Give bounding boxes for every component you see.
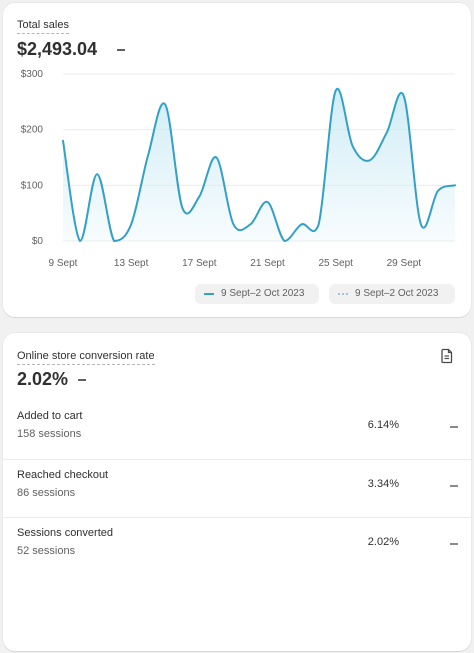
data-point[interactable] [316,221,322,227]
data-point[interactable] [60,138,66,144]
data-point[interactable] [145,152,151,158]
row-percent: 3.34% [367,478,399,490]
total-sales-label[interactable]: Total sales [17,19,69,34]
legend-label-comparison: 9 Sept–2 Oct 2023 [355,288,439,299]
data-point[interactable] [367,157,373,163]
data-point[interactable] [299,221,305,227]
data-point[interactable] [94,171,100,177]
data-point[interactable] [77,238,83,244]
row-title: Reached checkout [17,469,109,481]
data-point[interactable] [282,238,288,244]
x-tick-label: 9 Sept [49,258,78,269]
y-tick-label: $200 [21,125,44,136]
sales-line-chart: $0 $100 $200 $300 9 Sept 13 Sept 17 Sept 21 Se… [21,69,458,269]
data-point[interactable] [179,205,185,211]
y-tick-label: $300 [21,69,44,80]
data-point[interactable] [213,155,219,161]
conversion-rate-label[interactable]: Online store conversion rate [17,350,155,365]
x-tick-label: 17 Sept [182,258,217,269]
series-area [63,88,455,242]
legend-item-current[interactable]: 9 Sept–2 Oct 2023 [195,284,319,304]
x-tick-label: 21 Sept [250,258,285,269]
row-sessions: 158 sessions [17,428,82,440]
x-tick-label: 29 Sept [387,258,422,269]
data-point[interactable] [418,221,424,227]
dash-icon [450,543,458,545]
data-point[interactable] [384,129,390,135]
data-point[interactable] [196,193,202,199]
row-sessions: 86 sessions [17,487,76,499]
row-percent: 2.02% [367,536,399,548]
data-point[interactable] [230,221,236,227]
x-tick-label: 25 Sept [318,258,353,269]
file-icon[interactable] [440,348,454,364]
data-point[interactable] [247,221,253,227]
legend-line-solid-icon [204,293,214,295]
dash-icon [117,49,125,51]
conversion-rate-card: Online store conversion rate 2.02% Added… [3,333,471,651]
total-sales-value: $2,493.04 [17,39,98,59]
legend-item-comparison[interactable]: 9 Sept–2 Oct 2023 [329,284,455,304]
row-sessions: 52 sessions [17,545,76,557]
data-point[interactable] [128,221,134,227]
series-line[interactable] [62,87,456,242]
legend-label-current: 9 Sept–2 Oct 2023 [221,288,305,299]
row-percent: 6.14% [367,419,399,431]
data-point[interactable] [350,143,356,149]
data-point[interactable] [333,88,339,94]
data-point[interactable] [435,188,441,194]
data-point[interactable] [452,182,458,188]
dash-icon [450,485,458,487]
data-point[interactable] [162,102,168,108]
y-tick-label: $0 [32,236,44,247]
dash-icon [450,426,458,428]
list-item-sessions-converted[interactable]: Sessions converted 52 sessions 2.02% [3,517,471,576]
data-point[interactable] [265,199,271,205]
data-point[interactable] [111,238,117,244]
x-tick-label: 13 Sept [114,258,149,269]
dash-icon [78,379,86,381]
data-point[interactable] [401,93,407,99]
legend-line-dotted-icon [338,293,348,295]
total-sales-card: Total sales $2,493.04 $0 $100 $200 $300 9 S… [3,3,471,317]
list-item-added-to-cart[interactable]: Added to cart 158 sessions 6.14% [3,401,471,459]
conversion-rate-value: 2.02% [17,369,69,389]
list-item-reached-checkout[interactable]: Reached checkout 86 sessions 3.34% [3,459,471,518]
y-tick-label: $100 [21,180,44,191]
row-title: Added to cart [17,410,83,422]
row-title: Sessions converted [17,527,113,539]
